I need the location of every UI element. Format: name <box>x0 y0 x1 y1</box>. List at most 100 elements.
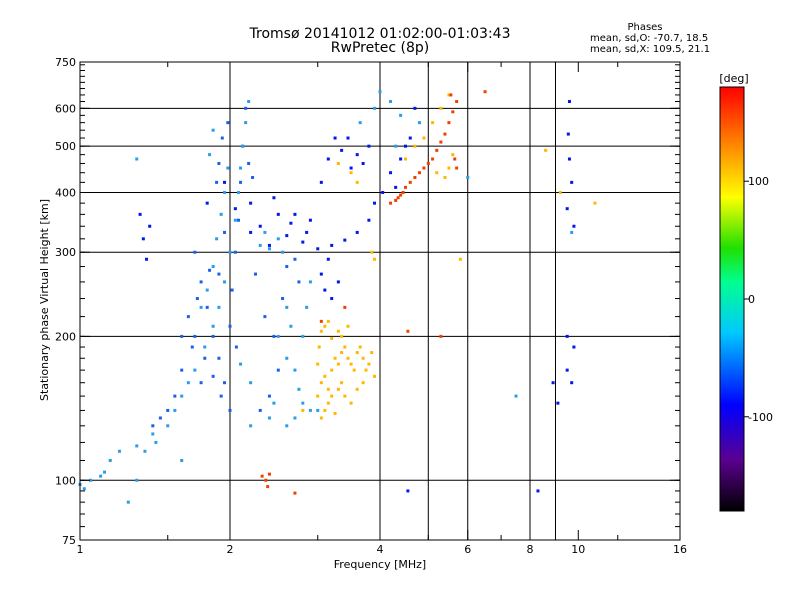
data-point <box>406 329 410 333</box>
colorbar-tick-label: 100 <box>748 175 769 188</box>
data-point <box>401 190 405 194</box>
data-point <box>326 401 330 405</box>
data-point <box>272 196 276 200</box>
data-point <box>190 345 194 349</box>
x-tick-label: 8 <box>527 543 534 556</box>
data-point <box>514 394 518 398</box>
data-point <box>370 250 374 254</box>
data-point <box>276 237 280 241</box>
data-point <box>223 381 227 385</box>
data-point <box>449 93 453 97</box>
data-point <box>151 432 155 436</box>
data-point <box>285 356 289 360</box>
data-point <box>158 416 162 420</box>
x-tick-label: 2 <box>227 543 234 556</box>
data-point <box>435 171 439 175</box>
phase-statistics-o-mode: mean, sd,O: -70.7, 18.5 <box>590 33 709 44</box>
data-point <box>373 374 377 378</box>
data-point <box>567 157 571 161</box>
data-point <box>394 198 398 202</box>
data-point <box>323 288 327 292</box>
data-point <box>567 100 571 104</box>
data-point <box>326 157 330 161</box>
data-point <box>319 329 323 333</box>
data-point <box>244 106 248 110</box>
data-point <box>211 324 215 328</box>
data-point <box>126 500 130 504</box>
data-point <box>408 180 412 184</box>
data-point <box>223 190 227 194</box>
data-point <box>205 305 209 309</box>
data-point <box>228 324 232 328</box>
data-point <box>297 387 301 391</box>
data-point <box>333 356 337 360</box>
data-point <box>258 243 262 247</box>
data-point <box>138 212 142 216</box>
data-point <box>211 265 215 269</box>
data-point <box>217 305 221 309</box>
data-point <box>361 161 365 165</box>
data-point <box>199 280 203 284</box>
data-point <box>217 356 221 360</box>
data-point <box>323 324 327 328</box>
y-tick-label: 200 <box>55 330 76 343</box>
y-tick-label: 600 <box>55 102 76 115</box>
data-point <box>226 166 230 170</box>
data-point <box>308 408 312 412</box>
y-tick-label: 75 <box>62 534 76 547</box>
data-point <box>301 401 305 405</box>
chart-subtitle: RwPretec (8p) <box>330 40 430 56</box>
data-point <box>253 272 257 276</box>
data-point <box>251 175 255 179</box>
data-point <box>408 136 412 140</box>
data-point <box>358 121 362 125</box>
data-point <box>239 362 243 366</box>
data-point <box>455 166 459 170</box>
data-point <box>389 100 393 104</box>
data-point <box>458 257 462 261</box>
data-point <box>186 381 190 385</box>
data-point <box>236 190 240 194</box>
data-point <box>323 408 327 412</box>
data-point <box>358 345 362 349</box>
data-point <box>166 408 170 412</box>
data-point <box>145 257 149 261</box>
data-point <box>293 212 297 216</box>
data-point <box>336 161 340 165</box>
phase-statistics: Phases mean, sd,O: -70.7, 18.5 mean, sd,… <box>590 22 710 55</box>
data-point <box>272 401 276 405</box>
data-point <box>308 218 312 222</box>
data-point <box>297 280 301 284</box>
data-point <box>483 90 487 94</box>
data-point <box>272 334 276 338</box>
data-point <box>219 394 223 398</box>
data-point <box>343 305 347 309</box>
data-point <box>293 368 297 372</box>
data-point <box>355 351 359 355</box>
data-point <box>301 408 305 412</box>
colorbar: [deg] 100 0 -100 <box>719 72 773 512</box>
data-point <box>180 394 184 398</box>
data-point <box>556 401 560 405</box>
data-point <box>258 224 262 228</box>
data-point <box>551 381 555 385</box>
data-point <box>593 201 597 205</box>
data-point <box>89 478 93 482</box>
data-point <box>285 234 289 238</box>
data-point <box>135 444 139 448</box>
data-point <box>323 374 327 378</box>
data-point <box>193 334 197 338</box>
data-point <box>443 132 447 136</box>
data-point <box>439 334 443 338</box>
data-point <box>336 387 340 391</box>
data-point <box>166 424 170 428</box>
colorbar-unit-label: [deg] <box>719 72 748 85</box>
data-point <box>267 243 271 247</box>
data-point <box>340 351 344 355</box>
data-point <box>211 128 215 132</box>
data-point <box>451 110 455 114</box>
data-point <box>305 230 309 234</box>
data-point <box>244 121 248 125</box>
data-point <box>195 297 199 301</box>
y-tick-labels: 75 100 200 300 400 500 600 750 <box>55 56 76 547</box>
